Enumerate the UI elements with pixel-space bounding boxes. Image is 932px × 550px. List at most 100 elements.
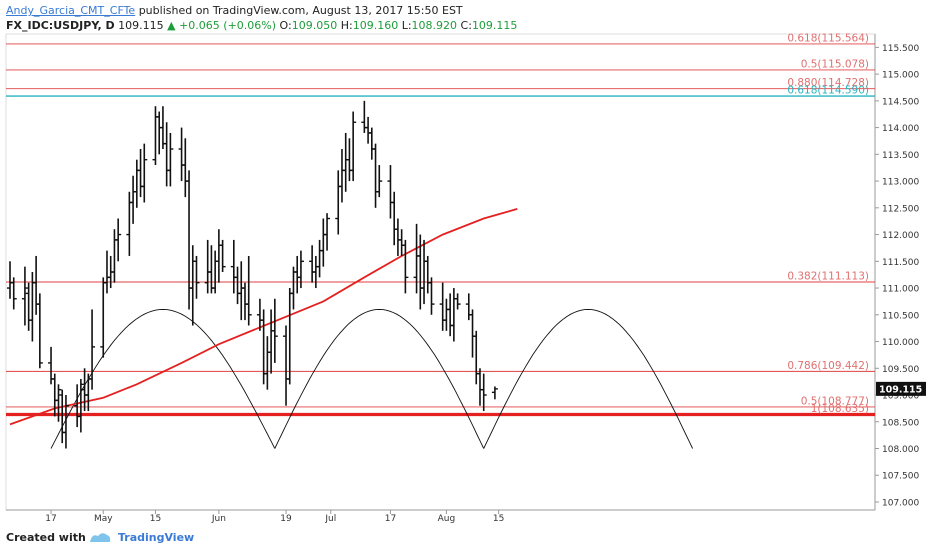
ohlc-bar: [324, 213, 331, 251]
y-tick-label: 113.500: [882, 151, 919, 161]
x-tick-label: Jun: [211, 514, 226, 524]
y-tick-label: 108.500: [882, 418, 919, 428]
low-label: L:: [401, 19, 412, 32]
ohlc-line: FX_IDC:USDJPY, D 109.115 ▲ +0.065 (+0.06…: [6, 18, 517, 33]
y-tick-label: 110.500: [882, 311, 919, 321]
ohlc-bar: [450, 288, 457, 342]
ohlc-bar: [74, 384, 81, 428]
y-tick-label: 114.000: [882, 124, 919, 134]
ohlc-bar: [387, 165, 394, 219]
ohlc-bar: [133, 159, 140, 208]
x-tick-label: May: [94, 514, 113, 524]
ohlc-bar: [163, 122, 170, 187]
ohlc-bar: [465, 293, 472, 321]
fib-label: 0.382(111.113): [787, 271, 869, 283]
fib-label: 0.5(108.777): [801, 395, 869, 407]
y-tick-label: 107.500: [882, 472, 919, 482]
ohlc-bar: [480, 373, 487, 412]
y-tick-label: 107.000: [882, 498, 919, 508]
tradingview-logo-icon[interactable]: [88, 530, 112, 544]
ohlc-bar: [447, 293, 454, 337]
ohlc-bar: [402, 239, 409, 294]
open-value: 109.050: [291, 19, 338, 32]
ohlc-bar: [320, 218, 327, 267]
y-tick-label: 109.500: [882, 365, 919, 375]
ohlc-bar: [100, 277, 107, 358]
y-tick-label: 109.000: [882, 392, 919, 402]
x-tick-label: Jul: [324, 514, 336, 524]
cycle-arc: [483, 308, 694, 449]
fib-label: 1(108.635): [811, 403, 869, 415]
ohlc-bar: [312, 255, 319, 289]
ohlc-bar: [238, 261, 245, 321]
close-value: 109.115: [471, 19, 518, 32]
ohlc-bar: [21, 266, 28, 326]
author-link[interactable]: Andy_Garcia_CMT_CFTe: [6, 4, 136, 17]
ohlc-bar: [342, 132, 349, 192]
ohlc-bar: [428, 277, 435, 315]
ohlc-bar: [234, 266, 241, 305]
symbol-label[interactable]: FX_IDC:USDJPY, D: [6, 19, 115, 32]
ohlc-bar: [476, 368, 483, 406]
ohlc-bar: [338, 148, 345, 203]
ohlc-bar: [230, 239, 237, 294]
ohlc-bar: [77, 378, 84, 433]
ohlc-bar: [391, 191, 398, 246]
cycle-arc: [274, 308, 485, 449]
ohlc-bar: [159, 106, 166, 149]
y-tick-label: 115.500: [882, 44, 919, 54]
ohlc-bar: [55, 384, 62, 422]
y-tick-label: 113.000: [882, 178, 919, 188]
ohlc-bar: [25, 282, 32, 331]
ohlc-bar: [443, 298, 450, 331]
ohlc-bar: [346, 138, 353, 182]
ohlc-bar: [62, 395, 69, 449]
ohlc-bar: [36, 293, 43, 369]
ohlc-bar: [309, 245, 316, 283]
ohlc-bar: [413, 223, 420, 294]
y-tick-label: 111.500: [882, 258, 919, 268]
ohlc-bar: [283, 325, 290, 406]
ohlc-bar: [297, 250, 304, 289]
tradingview-brand[interactable]: TradingView: [118, 531, 195, 544]
ohlc-bar: [89, 309, 96, 390]
publish-line: Andy_Garcia_CMT_CFTe published on Tradin…: [6, 3, 517, 18]
x-tick-label: 15: [150, 514, 161, 524]
ohlc-bar: [421, 239, 428, 305]
ohlc-bar: [193, 255, 200, 299]
ohlc-bar: [126, 191, 133, 256]
ohlc-bar: [141, 143, 148, 203]
fib-label: 0.618(115.564): [787, 32, 869, 44]
chart-header: Andy_Garcia_CMT_CFTe published on Tradin…: [6, 3, 517, 33]
ohlc-bar: [7, 261, 13, 299]
ohlc-bar: [335, 170, 342, 235]
ohlc-bar: [137, 148, 144, 198]
ohlc-bar: [215, 229, 222, 283]
ohlc-bar: [398, 229, 405, 256]
fib-label: 0.5(115.078): [801, 58, 869, 70]
ohlc-bar: [130, 175, 137, 224]
ohlc-bar: [103, 250, 110, 294]
ohlc-bar: [365, 116, 372, 144]
ohlc-bar: [394, 218, 401, 256]
published-text: published on TradingView.com, August 13,…: [138, 4, 463, 17]
ohlc-bar: [219, 239, 226, 272]
created-with-text: Created with: [6, 531, 86, 544]
ohlc-bar: [33, 255, 40, 315]
open-label: O:: [279, 19, 292, 32]
ohlc-bar: [294, 255, 301, 294]
y-tick-label: 112.500: [882, 204, 919, 214]
ohlc-bar: [189, 245, 196, 326]
ohlc-bar: [350, 111, 357, 182]
x-tick-label: 15: [493, 514, 504, 524]
ohlc-bar: [290, 266, 297, 310]
ohlc-bar: [264, 336, 271, 390]
ohlc-bar: [316, 239, 323, 278]
ohlc-bar: [115, 218, 122, 262]
ohlc-bar: [208, 245, 215, 294]
x-tick-label: Aug: [438, 514, 456, 524]
ohlc-bar: [245, 255, 252, 326]
fib-label: 0.618(114.590): [787, 85, 869, 97]
ohlc-bar: [372, 143, 379, 208]
